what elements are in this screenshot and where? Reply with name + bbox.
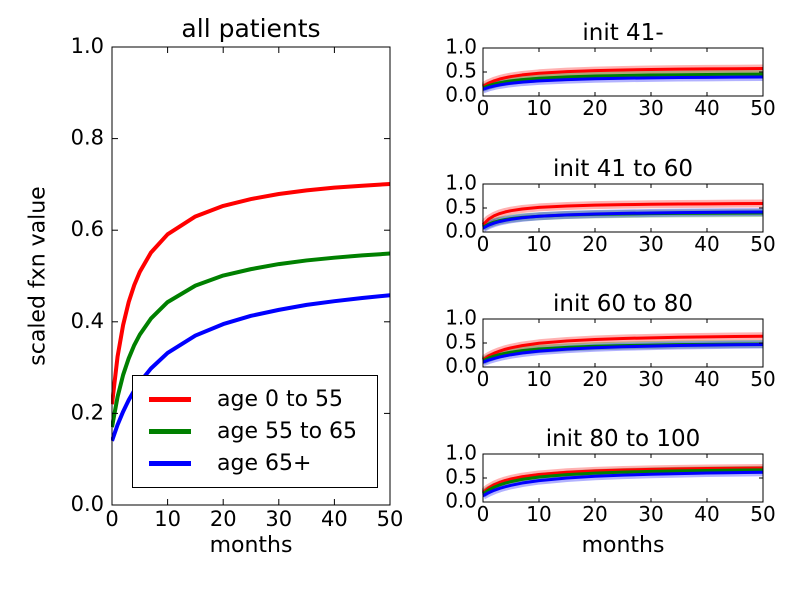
series-band: [482, 199, 764, 228]
x-tick-label: 0: [477, 232, 490, 256]
y-tick-label: 0.0: [445, 219, 477, 243]
series-line-age-65+: [482, 342, 764, 364]
x-tick-label: 40: [694, 502, 719, 526]
y-tick-label: 0.5: [445, 330, 477, 354]
series-band: [482, 72, 764, 94]
x-axis-label-main: months: [209, 533, 293, 558]
legend-line-blue-icon: [149, 460, 191, 466]
x-tick-label: 10: [526, 96, 551, 120]
series-band: [482, 70, 764, 92]
legend-label: age 65+: [217, 450, 312, 476]
series-band: [482, 339, 764, 365]
chart-title-init-41-to-60: init 41 to 60: [553, 156, 693, 182]
y-tick-label: 0.6: [71, 217, 104, 241]
series-line-age-65+: [482, 470, 764, 498]
series-band: [482, 64, 764, 90]
x-tick-label: 50: [750, 96, 775, 120]
series-band: [482, 465, 764, 498]
y-tick-label: 0.4: [71, 309, 104, 333]
y-tick-label: 0.2: [71, 400, 104, 424]
x-tick-label: 30: [638, 96, 663, 120]
series-line-age-0-to-55: [111, 181, 391, 405]
y-tick-label: 0.0: [445, 83, 477, 107]
x-tick-label: 20: [582, 232, 607, 256]
x-tick-label: 20: [210, 507, 237, 531]
series-line-age-65+: [482, 75, 764, 91]
series-line-age-0-to-55: [482, 202, 764, 226]
axes-border: [482, 453, 764, 503]
x-tick-label: 30: [265, 507, 292, 531]
legend-box: age 0 to 55 age 55 to 65 age 65+: [132, 375, 378, 488]
y-tick-label: 1.0: [445, 35, 477, 59]
legend-line-green-icon: [149, 428, 191, 434]
y-axis-label-main: scaled fxn value: [25, 186, 51, 366]
legend-label: age 0 to 55: [217, 387, 344, 413]
y-tick-label: 0.0: [445, 489, 477, 513]
series-line-age-0-to-55: [482, 334, 764, 362]
series-line-age-55-to-65: [482, 211, 764, 229]
series-band: [482, 208, 764, 231]
y-tick-label: 0.0: [71, 492, 104, 516]
chart-title-init-80-to-100: init 80 to 100: [545, 426, 701, 452]
series-line-age-55-to-65: [482, 342, 764, 363]
x-tick-label: 40: [694, 232, 719, 256]
y-tick-label: 1.0: [445, 171, 477, 195]
x-tick-label: 40: [321, 507, 348, 531]
legend-item-age-55-65: age 55 to 65: [149, 419, 367, 444]
x-tick-label: 40: [694, 367, 719, 391]
series-band: [482, 468, 764, 500]
axes-border: [482, 183, 764, 233]
series-line-age-55-to-65: [482, 72, 764, 90]
axes-border: [482, 47, 764, 97]
y-tick-label: 1.0: [445, 306, 477, 330]
chart-title-init-41-minus: init 41-: [582, 20, 664, 46]
x-tick-label: 50: [750, 232, 775, 256]
series-band: [482, 463, 764, 496]
x-tick-label: 30: [638, 367, 663, 391]
x-tick-label: 20: [582, 96, 607, 120]
x-tick-label: 10: [154, 507, 181, 531]
x-tick-label: 50: [750, 502, 775, 526]
x-tick-label: 10: [526, 367, 551, 391]
series-line-age-65+: [482, 210, 764, 230]
x-tick-label: 0: [477, 367, 490, 391]
y-tick-label: 0.5: [445, 59, 477, 83]
series-line-age-0-to-55: [482, 66, 764, 88]
y-tick-label: 0.5: [445, 465, 477, 489]
legend-label: age 55 to 65: [217, 418, 358, 444]
chart-title-all-patients: all patients: [181, 14, 321, 43]
x-tick-label: 50: [750, 367, 775, 391]
series-band: [482, 208, 764, 232]
x-tick-label: 40: [694, 96, 719, 120]
series-band: [482, 332, 764, 364]
x-axis-label-subplots: months: [581, 533, 665, 558]
x-tick-label: 50: [377, 507, 404, 531]
chart-title-init-60-to-80: init 60 to 80: [553, 291, 693, 317]
y-tick-label: 0.8: [71, 126, 104, 150]
x-tick-label: 10: [526, 232, 551, 256]
series-band: [482, 340, 764, 366]
x-tick-label: 30: [638, 502, 663, 526]
x-tick-label: 0: [477, 96, 490, 120]
x-tick-label: 30: [638, 232, 663, 256]
y-tick-label: 0.5: [445, 195, 477, 219]
legend-item-age-65-plus: age 65+: [149, 451, 367, 476]
legend-item-age-0-55: age 0 to 55: [149, 387, 367, 412]
x-tick-label: 10: [526, 502, 551, 526]
legend-line-red-icon: [149, 397, 191, 403]
x-tick-label: 20: [582, 502, 607, 526]
series-line-age-0-to-55: [482, 466, 764, 494]
y-tick-label: 1.0: [71, 34, 104, 58]
y-tick-label: 1.0: [445, 441, 477, 465]
series-line-age-55-to-65: [482, 468, 764, 496]
x-tick-label: 0: [105, 507, 118, 531]
y-tick-label: 0.0: [445, 354, 477, 378]
x-tick-label: 0: [477, 502, 490, 526]
x-tick-label: 20: [582, 367, 607, 391]
axes-border: [482, 318, 764, 368]
